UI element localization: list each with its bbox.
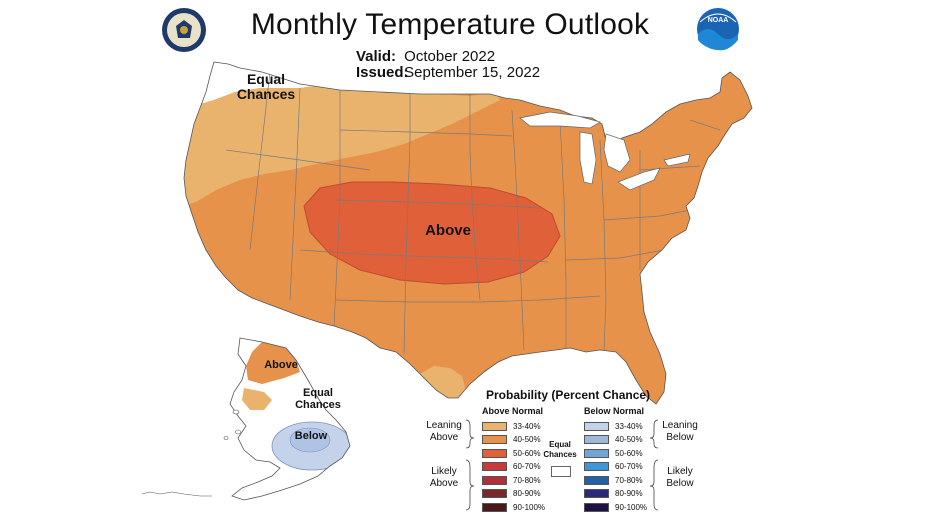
above-legend-range: 70-80% (513, 475, 541, 485)
above-legend-swatch (482, 421, 507, 431)
below-legend-row: 33-40% (584, 420, 643, 432)
alaska-leaning-above-west-region (242, 388, 272, 410)
above-legend-swatch (482, 435, 507, 444)
below-legend-range: 40-50% (615, 435, 643, 444)
above-legend-row: 70-80% (482, 474, 541, 486)
below-legend-swatch (584, 421, 609, 431)
below-legend-row: 50-60% (584, 447, 643, 459)
legend-equal-chances: Equal Chances (543, 440, 577, 459)
below-legend-range: 60-70% (615, 462, 643, 471)
above-legend-range: 33-40% (513, 421, 541, 431)
noaa-logo-icon: NOAA (697, 8, 739, 51)
valid-value: October 2022 (404, 48, 496, 65)
legend-likely-below: Likely Below (666, 466, 694, 489)
great-lakes (519, 111, 691, 191)
legend-brackets (465, 419, 659, 511)
leaning-above-north-region (184, 84, 500, 210)
below-legend-swatch (584, 462, 609, 471)
aleutian-islands (141, 409, 241, 497)
issued-line: Issued: September 15, 2022 (356, 64, 540, 81)
below-legend-row: 80-90% (584, 488, 643, 500)
below-legend-swatch (584, 475, 609, 485)
legend-leaning-above: Leaning Above (426, 420, 462, 443)
below-legend-row: 70-80% (584, 474, 643, 486)
legend-leaning-below: Leaning Below (662, 420, 698, 443)
above-legend-range: 60-70% (513, 462, 541, 471)
below-legend-swatch (584, 489, 609, 498)
above-legend-row: 60-70% (482, 461, 541, 473)
above-legend-range: 40-50% (513, 435, 541, 444)
below-legend-swatch (584, 448, 609, 458)
below-legend-range: 50-60% (615, 448, 643, 458)
above-legend-row: 50-60% (482, 447, 541, 459)
alaska-below-inner-region (289, 427, 331, 453)
above-legend-range: 50-60% (513, 448, 541, 458)
below-legend-range: 80-90% (615, 489, 643, 498)
below-legend-swatch (584, 502, 609, 512)
legend-title: Probability (Percent Chance) (486, 388, 651, 402)
legend-below-header: Below Normal (584, 406, 645, 416)
below-legend-row: 40-50% (584, 434, 643, 446)
valid-label: Valid: (356, 48, 397, 65)
issued-value: September 15, 2022 (404, 64, 541, 81)
issued-label: Issued: (356, 64, 409, 81)
below-legend-swatch (584, 435, 609, 444)
above-legend-range: 90-100% (513, 502, 546, 512)
alaska-above-north-region (246, 342, 300, 384)
valid-line: Valid: October 2022 (356, 48, 495, 65)
below-legend-range: 33-40% (615, 421, 643, 431)
below-legend-range: 70-80% (615, 475, 643, 485)
legend-above-header: Above Normal (482, 406, 544, 416)
conus-equal-chances-label: Equal Chances (236, 71, 296, 103)
alaska-equal-chances-label: Equal Chances (295, 387, 341, 412)
below-legend-row: 60-70% (584, 461, 643, 473)
above-legend-row: 40-50% (482, 434, 541, 446)
above-legend-swatch (482, 448, 507, 458)
page-title: Monthly Temperature Outlook (250, 8, 650, 41)
state-boundaries (225, 71, 721, 355)
conus-above-label: Above (425, 222, 471, 239)
above-legend-swatch (482, 462, 507, 471)
below-legend-range: 90-100% (615, 502, 648, 512)
alaska-below-label: Below (294, 430, 328, 442)
below-legend-row: 90-100% (584, 501, 647, 513)
above-legend-row: 90-100% (482, 501, 545, 513)
above-50-60-central-region (303, 181, 561, 285)
noaa-logo-text: NOAA (708, 17, 729, 24)
above-legend-swatch (482, 502, 507, 512)
above-legend-range: 80-90% (513, 489, 541, 498)
department-of-commerce-seal-icon (162, 8, 206, 52)
above-legend-swatch (482, 489, 507, 498)
legend-likely-above: Likely Above (429, 466, 459, 489)
legend-equal-chances-swatch (551, 466, 571, 477)
above-legend-row: 80-90% (482, 488, 541, 500)
alaska-above-label: Above (264, 359, 298, 371)
above-legend-row: 33-40% (482, 420, 541, 432)
above-legend-swatch (482, 475, 507, 485)
